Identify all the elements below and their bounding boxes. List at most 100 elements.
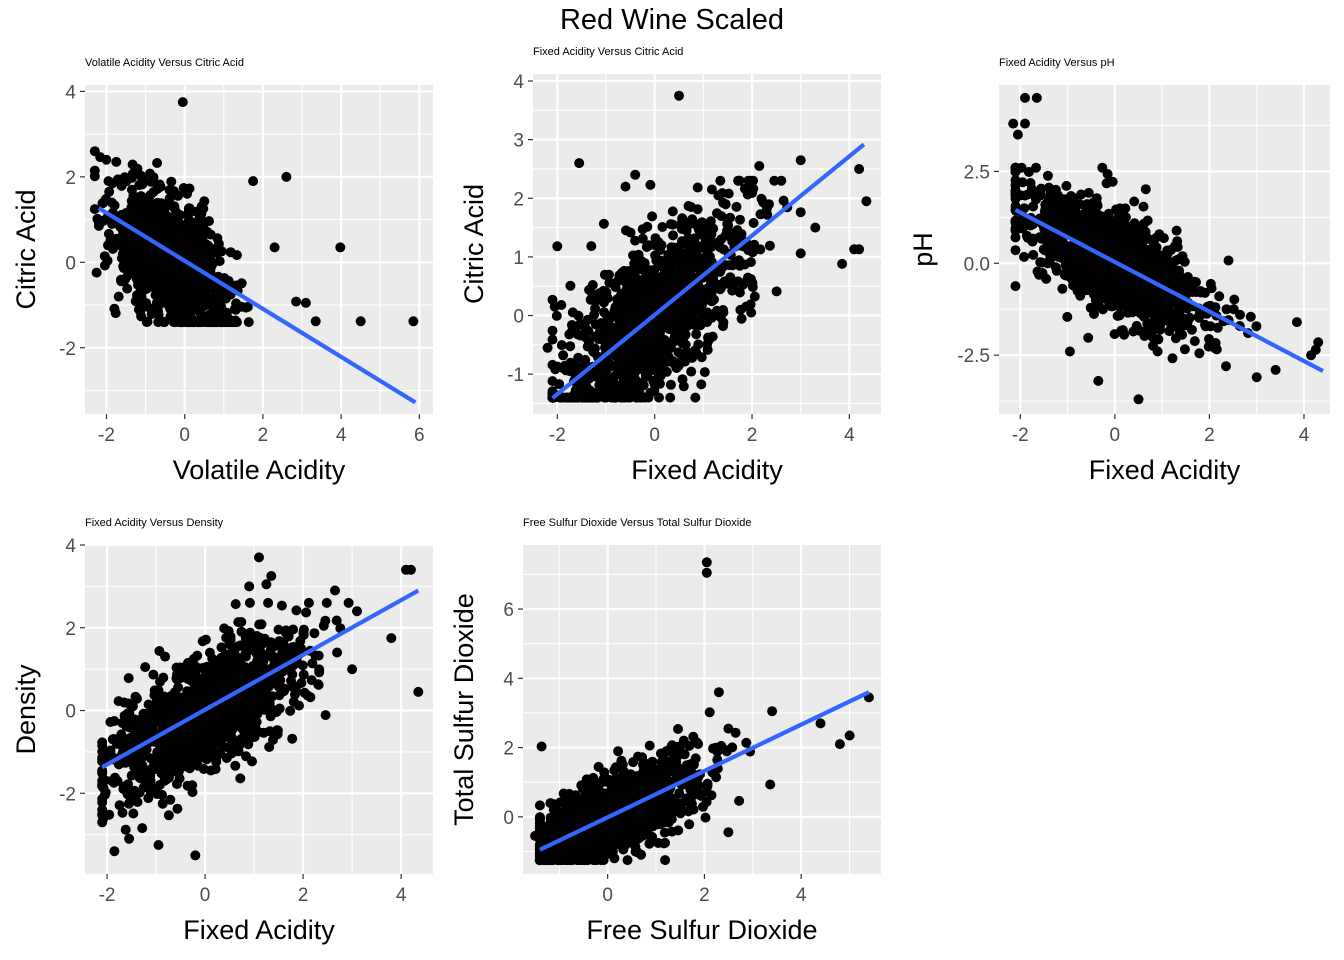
scatter-point — [286, 675, 296, 686]
scatter-point — [137, 255, 148, 266]
scatter-point — [142, 216, 153, 227]
scatter-point — [173, 190, 183, 201]
scatter-point — [556, 340, 567, 351]
scatter-point — [610, 282, 621, 293]
scatter-point — [585, 294, 596, 305]
scatter-point — [618, 311, 629, 322]
scatter-point — [1142, 244, 1153, 255]
scatter-point — [1270, 364, 1281, 375]
scatter-point — [200, 634, 211, 645]
scatter-point — [1145, 266, 1156, 277]
scatter-point — [335, 242, 346, 253]
scatter-point — [99, 260, 110, 271]
scatter-point — [1036, 183, 1047, 194]
scatter-point — [281, 171, 292, 182]
scatter-point — [1166, 244, 1177, 255]
scatter-point — [110, 308, 121, 319]
scatter-point — [260, 650, 271, 661]
scatter-point — [1061, 180, 1072, 191]
scatter-point — [199, 717, 209, 728]
scatter-point — [172, 703, 182, 714]
scatter-point — [687, 352, 698, 363]
scatter-point — [263, 597, 274, 608]
scatter-point — [298, 630, 309, 640]
scatter-point — [1291, 317, 1302, 328]
scatter-point — [298, 669, 309, 680]
scatter-point — [209, 292, 220, 303]
scatter-point — [1140, 184, 1151, 195]
scatter-point — [124, 722, 135, 733]
scatter-point — [154, 261, 165, 272]
scatter-point — [1010, 201, 1021, 212]
scatter-point — [287, 733, 298, 744]
scatter-point — [1129, 196, 1140, 207]
scatter-point — [699, 367, 710, 378]
scatter-point — [654, 371, 665, 382]
scatter-point — [735, 214, 745, 225]
scatter-point — [307, 658, 318, 669]
scatter-point — [116, 729, 127, 740]
scatter-point — [113, 696, 124, 707]
scatter-point — [163, 294, 174, 305]
scatter-point — [226, 739, 237, 750]
panel-title: Fixed Acidity Versus Citric Acid — [533, 46, 683, 58]
scatter-point — [602, 293, 613, 304]
scatter-point — [240, 665, 251, 676]
scatter-point — [165, 284, 176, 295]
scatter-point — [664, 289, 675, 300]
scatter-point — [1122, 287, 1133, 298]
scatter-point — [702, 317, 712, 328]
scatter-point — [1114, 203, 1125, 214]
y-tick-label: -1 — [507, 365, 524, 386]
y-tick-label: 2 — [65, 619, 76, 640]
scatter-point — [134, 180, 145, 191]
x-axis-label: Fixed Acidity — [1089, 455, 1241, 485]
scatter-point — [1172, 236, 1183, 247]
scatter-point — [221, 753, 232, 763]
y-tick-label: -2 — [59, 784, 76, 805]
scatter-point — [127, 195, 138, 206]
scatter-point — [707, 331, 718, 342]
scatter-point — [1082, 259, 1093, 270]
scatter-point — [300, 297, 311, 308]
scatter-point — [542, 342, 553, 353]
scatter-point — [143, 245, 154, 256]
scatter-point — [1200, 321, 1211, 332]
scatter-point — [181, 282, 192, 293]
scatter-point — [127, 257, 138, 268]
scatter-point — [547, 334, 558, 345]
scatter-point — [152, 789, 162, 799]
scatter-point — [1064, 346, 1075, 357]
scatter-point — [1211, 344, 1222, 355]
scatter-point — [129, 714, 140, 725]
scatter-point — [97, 797, 108, 808]
scatter-point — [731, 201, 742, 212]
panel-title: Volatile Acidity Versus Citric Acid — [85, 57, 244, 69]
regression-line — [97, 206, 417, 405]
scatter-point — [107, 734, 118, 745]
scatter-point — [89, 204, 100, 215]
scatter-point — [1121, 296, 1132, 307]
scatter-point — [1031, 194, 1041, 205]
scatter-point — [623, 268, 633, 279]
scatter-point — [747, 282, 758, 292]
scatter-point — [229, 304, 240, 315]
scatter-point — [1127, 223, 1138, 233]
scatter-point — [598, 285, 609, 296]
scatter-point — [127, 207, 138, 218]
scatter-point — [610, 392, 621, 403]
scatter-point — [718, 197, 729, 208]
scatter-point — [1180, 320, 1191, 331]
scatter-point — [795, 248, 806, 259]
scatter-point — [155, 737, 166, 748]
scatter-point — [1189, 336, 1200, 347]
scatter-point — [280, 643, 291, 653]
scatter-point — [1041, 273, 1052, 284]
scatter-point — [1057, 283, 1068, 294]
scatter-point — [1051, 203, 1062, 214]
scatter-point — [164, 239, 174, 250]
scatter-point — [668, 254, 678, 265]
scatter-point — [347, 664, 358, 675]
